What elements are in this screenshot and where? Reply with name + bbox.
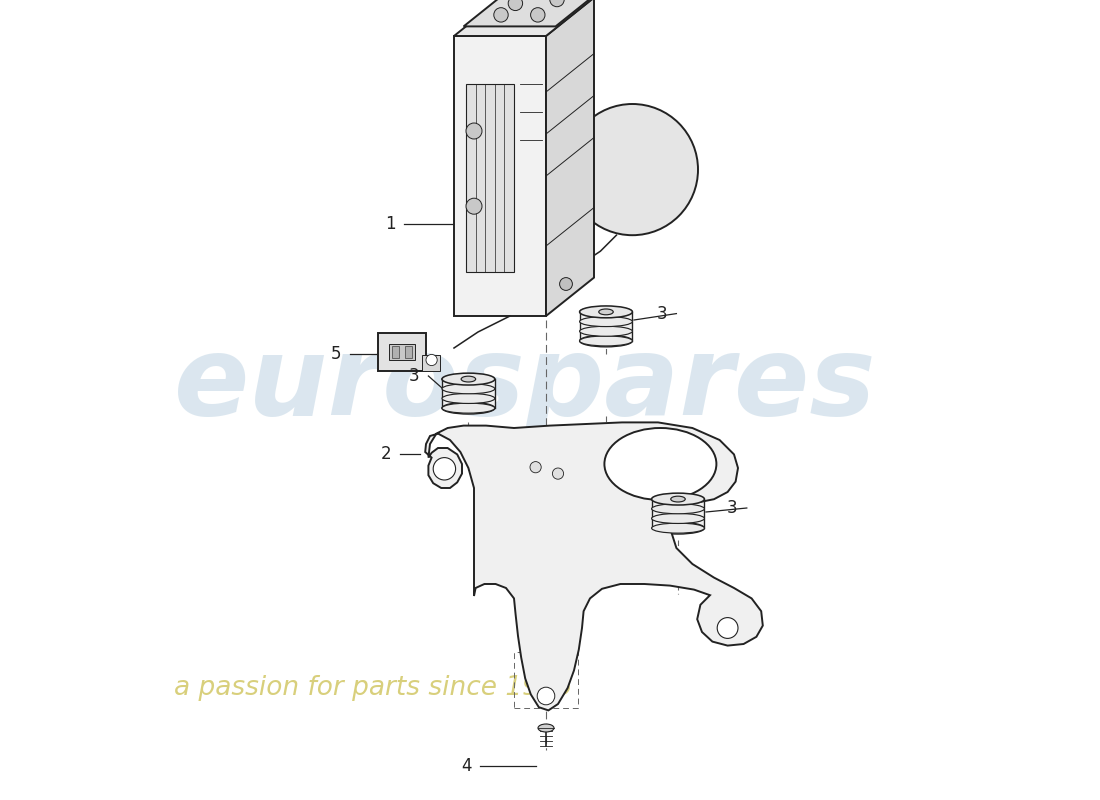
Text: 2: 2 (381, 446, 392, 463)
Text: 3: 3 (409, 367, 419, 385)
Circle shape (550, 0, 564, 6)
Polygon shape (546, 0, 594, 316)
Polygon shape (454, 0, 594, 36)
Circle shape (508, 0, 522, 10)
Ellipse shape (651, 522, 704, 534)
Text: 5: 5 (330, 345, 341, 362)
Circle shape (466, 123, 482, 139)
Circle shape (466, 198, 482, 214)
Text: eurospares: eurospares (174, 330, 877, 438)
Circle shape (433, 458, 455, 480)
Ellipse shape (538, 724, 554, 732)
Circle shape (717, 618, 738, 638)
Ellipse shape (651, 504, 704, 514)
Ellipse shape (580, 335, 632, 347)
Circle shape (537, 687, 554, 705)
Ellipse shape (651, 493, 704, 505)
Ellipse shape (598, 309, 614, 314)
Polygon shape (426, 422, 762, 710)
Ellipse shape (442, 402, 495, 414)
Ellipse shape (442, 374, 495, 384)
Ellipse shape (461, 376, 475, 382)
Ellipse shape (651, 514, 704, 523)
FancyBboxPatch shape (422, 355, 440, 371)
FancyBboxPatch shape (405, 346, 411, 358)
FancyBboxPatch shape (651, 499, 704, 528)
Circle shape (530, 462, 541, 473)
FancyBboxPatch shape (580, 312, 632, 341)
Circle shape (552, 468, 563, 479)
Ellipse shape (604, 428, 716, 500)
Ellipse shape (442, 403, 495, 413)
Ellipse shape (651, 523, 704, 533)
Polygon shape (463, 0, 604, 26)
Text: 3: 3 (657, 305, 668, 322)
Circle shape (494, 8, 508, 22)
Ellipse shape (580, 326, 632, 336)
Ellipse shape (442, 394, 495, 403)
Circle shape (426, 354, 437, 366)
Text: a passion for parts since 1985: a passion for parts since 1985 (174, 675, 572, 701)
Ellipse shape (580, 307, 632, 317)
Ellipse shape (580, 336, 632, 346)
Text: 4: 4 (461, 758, 471, 775)
Circle shape (566, 104, 698, 235)
Polygon shape (454, 36, 546, 316)
FancyBboxPatch shape (388, 343, 416, 361)
Ellipse shape (580, 306, 632, 318)
FancyBboxPatch shape (393, 346, 399, 358)
Ellipse shape (580, 317, 632, 326)
Ellipse shape (651, 494, 704, 504)
Circle shape (530, 8, 544, 22)
Ellipse shape (671, 496, 685, 502)
FancyBboxPatch shape (442, 379, 495, 408)
Ellipse shape (442, 373, 495, 385)
Text: 3: 3 (727, 499, 738, 517)
Text: 1: 1 (385, 215, 395, 233)
FancyBboxPatch shape (378, 333, 426, 371)
Ellipse shape (442, 384, 495, 394)
Circle shape (560, 278, 572, 290)
FancyBboxPatch shape (466, 84, 514, 272)
Ellipse shape (558, 110, 575, 229)
